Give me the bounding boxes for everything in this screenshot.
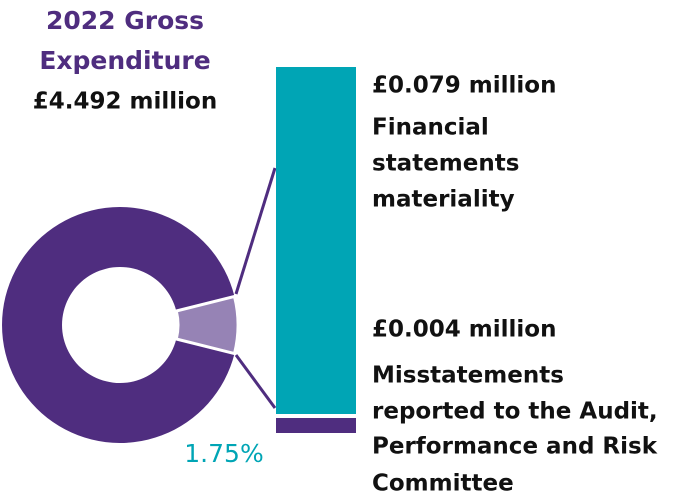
materiality-line: Financial xyxy=(372,115,489,141)
connector-bottom xyxy=(234,354,277,409)
misstatements-line: Misstatements xyxy=(372,363,564,389)
title-line: Expenditure xyxy=(39,46,210,75)
misstatements-line: Performance and Risk xyxy=(372,434,658,460)
materiality-amount: £0.079 million xyxy=(372,73,556,99)
share-label: 1.75% xyxy=(184,439,263,468)
bar-materiality xyxy=(276,67,356,414)
title-line: 2022 Gross xyxy=(46,6,204,35)
donut-slice xyxy=(174,294,240,356)
donut-main xyxy=(2,206,235,443)
materiality-line: statements xyxy=(372,151,519,177)
misstatements-line: reported to the Audit, xyxy=(372,399,658,425)
title-amount: £4.492 million xyxy=(33,89,217,115)
materiality-line: materiality xyxy=(372,187,515,213)
misstatements-amount: £0.004 million xyxy=(372,317,556,343)
connector-top xyxy=(234,167,277,295)
misstatements-line: Committee xyxy=(372,471,514,497)
bar-misstatements xyxy=(276,418,356,433)
